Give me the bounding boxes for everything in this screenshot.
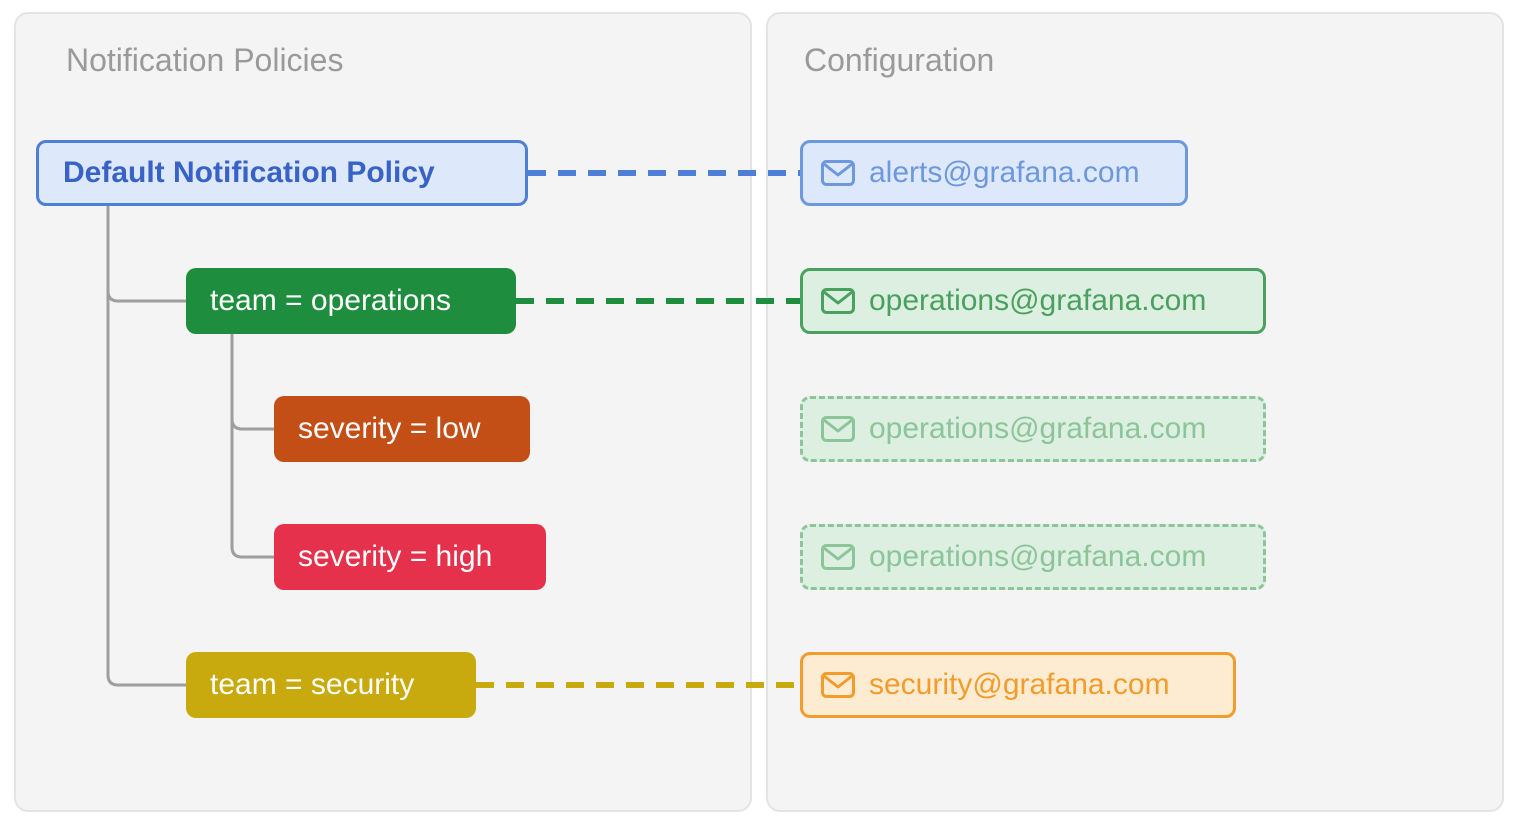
mail-icon: [821, 416, 855, 442]
config-panel-title: Configuration: [804, 42, 994, 79]
config-node-cfg-ops: operations@grafana.com: [800, 268, 1266, 334]
mail-icon: [821, 288, 855, 314]
mail-icon: [821, 672, 855, 698]
config-node-email: operations@grafana.com: [869, 412, 1206, 446]
policy-node-label: severity = low: [298, 412, 481, 446]
policy-node-label: team = security: [210, 668, 414, 702]
policy-node-ops: team = operations: [186, 268, 516, 334]
policy-node-sev-high: severity = high: [274, 524, 546, 590]
policy-node-default: Default Notification Policy: [36, 140, 528, 206]
mail-icon: [821, 544, 855, 570]
config-node-email: operations@grafana.com: [869, 284, 1206, 318]
policy-node-label: severity = high: [298, 540, 492, 574]
policy-node-security: team = security: [186, 652, 476, 718]
policy-node-label: Default Notification Policy: [63, 156, 435, 190]
config-node-cfg-security: security@grafana.com: [800, 652, 1236, 718]
config-node-email: operations@grafana.com: [869, 540, 1206, 574]
config-node-cfg-sev-high: operations@grafana.com: [800, 524, 1266, 590]
policies-panel-title: Notification Policies: [66, 42, 343, 79]
config-node-cfg-default: alerts@grafana.com: [800, 140, 1188, 206]
mail-icon: [821, 160, 855, 186]
config-node-email: security@grafana.com: [869, 668, 1170, 702]
policy-node-sev-low: severity = low: [274, 396, 530, 462]
policy-node-label: team = operations: [210, 284, 451, 318]
config-node-email: alerts@grafana.com: [869, 156, 1140, 190]
config-node-cfg-sev-low: operations@grafana.com: [800, 396, 1266, 462]
